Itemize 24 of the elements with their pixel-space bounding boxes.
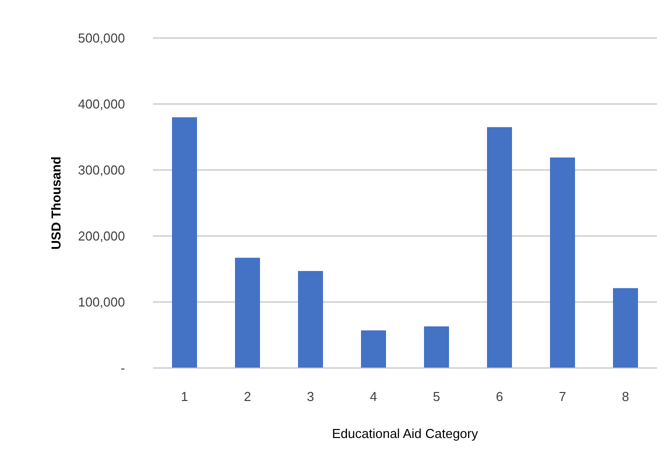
x-axis-title: Educational Aid Category: [332, 426, 478, 441]
y-tick-label: 100,000: [78, 294, 125, 310]
bar: [613, 288, 638, 368]
x-tick-label: 2: [244, 389, 252, 404]
y-axis-title: USD Thousand: [48, 156, 64, 250]
bar: [298, 270, 323, 368]
x-tick-label: 8: [622, 389, 630, 404]
x-tick-label: 5: [432, 389, 440, 404]
bar: [235, 258, 260, 368]
bar: [361, 330, 386, 368]
bar: [487, 127, 512, 368]
bar: [172, 117, 197, 368]
bar: [550, 157, 575, 368]
x-tick-label: 6: [496, 389, 504, 404]
y-tick-label: 300,000: [78, 162, 125, 178]
bar: [424, 326, 449, 368]
x-tick-label: 3: [306, 389, 314, 404]
x-tick-label: 7: [558, 389, 566, 404]
y-tick-label: 500,000: [78, 30, 125, 46]
y-tick-label: 400,000: [78, 96, 125, 112]
x-tick-label: 4: [370, 389, 378, 404]
x-tick-label: 1: [180, 389, 188, 404]
y-tick-label: -: [120, 360, 125, 376]
y-tick-label: 200,000: [78, 228, 125, 244]
